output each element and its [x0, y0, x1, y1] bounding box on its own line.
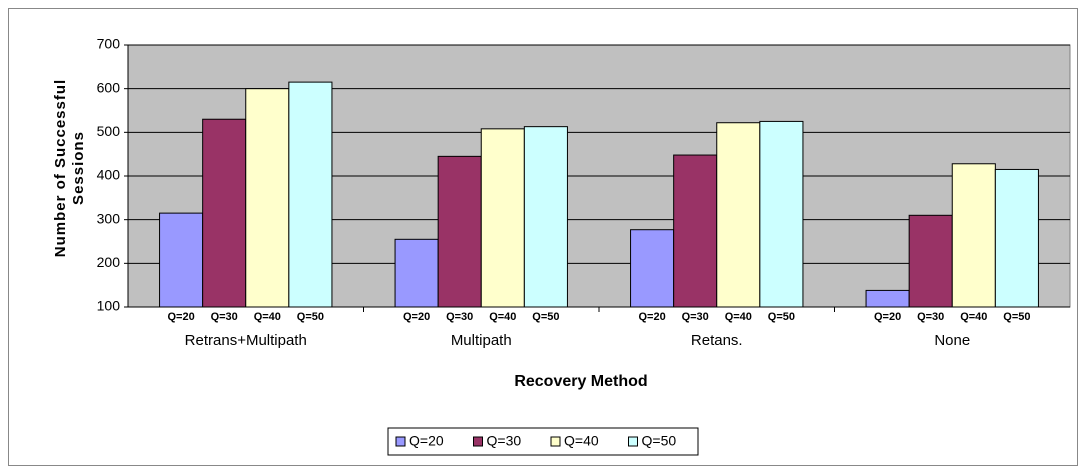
bar	[908, 214, 953, 308]
legend-box	[387, 427, 699, 456]
y-axis-title: Number of Successful Sessions	[52, 78, 87, 258]
bar-sublabel: Q=20	[403, 311, 430, 323]
legend-label: Q=40	[564, 433, 599, 449]
x-axis-title: Recovery Method	[514, 373, 647, 390]
bar-sublabel: Q=30	[211, 311, 238, 323]
y-tick-label: 600	[97, 79, 121, 95]
bar-sublabel: Q=30	[682, 311, 709, 323]
y-tick-label: 200	[97, 254, 121, 270]
y-tick-label: 300	[97, 210, 121, 226]
legend-label: Q=50	[642, 433, 677, 449]
bar-sublabel: Q=20	[874, 311, 901, 323]
bar-sublabel: Q=30	[917, 311, 944, 323]
bar-sublabel: Q=30	[446, 311, 473, 323]
bar-sublabel: Q=40	[960, 311, 987, 323]
y-tick-label: 100	[97, 298, 121, 314]
bar	[245, 88, 290, 308]
bar	[673, 154, 718, 308]
bar-sublabel: Q=20	[167, 311, 194, 323]
legend-swatch	[628, 436, 638, 447]
bar-sublabel: Q=50	[768, 311, 795, 323]
bar-sublabel: Q=50	[1003, 311, 1030, 323]
bar-sublabel: Q=40	[489, 311, 516, 323]
bar-sublabel: Q=50	[297, 311, 324, 323]
legend-swatch	[550, 436, 561, 447]
bar-sublabel: Q=40	[254, 311, 281, 323]
bar	[437, 155, 482, 308]
bar	[759, 120, 804, 308]
x-tick-label: Retrans+Multipath	[185, 332, 307, 349]
bar	[288, 81, 333, 308]
legend-swatch	[473, 436, 483, 447]
bar	[480, 128, 525, 308]
bar	[394, 238, 439, 308]
y-tick-label: 500	[97, 123, 121, 139]
y-tick-label: 700	[97, 36, 121, 52]
bar-sublabel: Q=20	[638, 311, 665, 323]
bar-sublabel: Q=50	[532, 311, 559, 323]
bar	[994, 168, 1039, 308]
x-tick-label: None	[934, 332, 970, 349]
legend-label: Q=30	[487, 433, 522, 449]
bar	[951, 163, 996, 308]
bar	[523, 126, 568, 308]
y-tick-label: 400	[97, 167, 121, 183]
x-tick-label: Multipath	[451, 332, 512, 349]
legend-label: Q=20	[409, 433, 444, 449]
bar-sublabel: Q=40	[725, 311, 752, 323]
bar	[865, 289, 910, 308]
x-tick-label: Retans.	[691, 332, 743, 349]
bar	[716, 122, 761, 308]
bar	[202, 118, 247, 308]
bar	[630, 229, 675, 308]
bar	[159, 212, 204, 308]
legend-swatch	[395, 436, 406, 447]
